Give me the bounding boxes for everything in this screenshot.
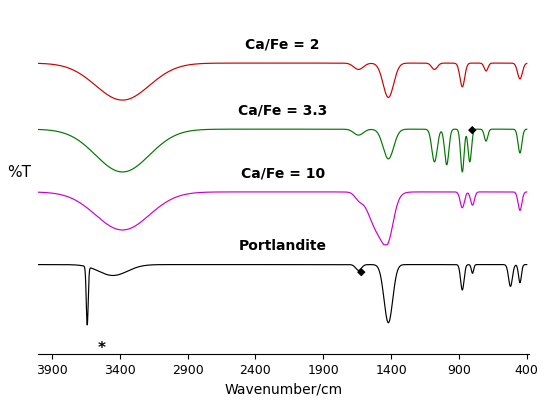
Y-axis label: %T: %T xyxy=(7,165,31,181)
Text: Ca/Fe = 10: Ca/Fe = 10 xyxy=(240,166,325,180)
Text: Ca/Fe = 3.3: Ca/Fe = 3.3 xyxy=(238,103,327,117)
Text: ◆: ◆ xyxy=(468,125,477,135)
X-axis label: Wavenumber/cm: Wavenumber/cm xyxy=(225,382,343,396)
Text: ◆: ◆ xyxy=(357,266,365,276)
Text: *: * xyxy=(98,341,106,355)
Text: Portlandite: Portlandite xyxy=(239,239,327,253)
Text: Ca/Fe = 2: Ca/Fe = 2 xyxy=(245,37,320,51)
